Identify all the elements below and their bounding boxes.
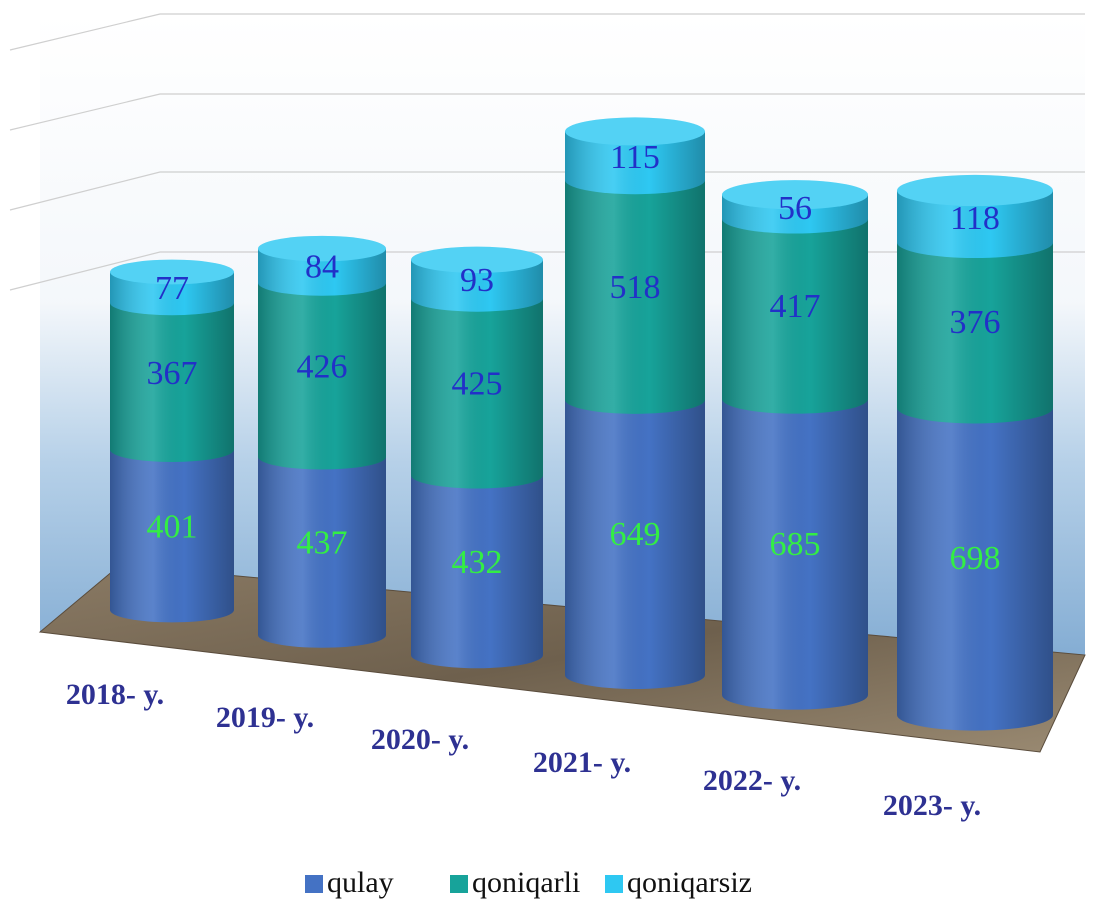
bar-top-highlight [411,246,543,273]
legend-label: qoniqarli [472,866,580,899]
bar-top [722,180,868,210]
data-label: 367 [147,355,198,392]
bar-top [897,174,1053,207]
data-label: 698 [950,540,1001,577]
data-label: 77 [155,270,189,307]
bar-shade [411,475,543,669]
bar-shade [897,242,1053,424]
data-label: 425 [452,366,503,403]
labels: 2018- y. 2019- y. 2020- y. 2021- y. 2022- y.… [66,678,981,822]
bar-shade [110,302,234,463]
legend-swatch [450,875,468,893]
bar-shade [565,131,705,195]
data-label: 84 [305,248,339,285]
x-tick-label: 2020- y. [371,723,469,756]
legend-swatch [605,875,623,893]
data-label: 56 [778,190,812,227]
legend: qulay qoniqarli qoniqarsiz [305,866,752,899]
x-tick-label: 2019- y. [216,701,314,734]
x-tick-label: 2021- y. [533,746,631,779]
data-label: 118 [950,200,1000,237]
bar-shade [565,180,705,414]
bar-shade [110,272,234,316]
bar-shade [565,399,705,689]
x-tick-label: 2023- y. [883,789,981,822]
grid [9,13,1085,291]
x-tick-label: 2022- y. [703,764,801,797]
legend-label: qulay [327,866,394,899]
bars: 401 367 77 437 426 84 432 425 93 649 518 115 685 417 5… [110,117,1053,731]
bar-shade [411,259,543,312]
data-label: 437 [297,525,348,562]
bar-top [565,117,705,146]
data-label: 115 [610,139,660,176]
bar-shade [897,407,1053,731]
bar-shade [897,190,1053,259]
legend-swatch [305,875,323,893]
data-label: 518 [610,269,661,306]
x-tick-label: 2018- y. [66,678,164,711]
bar-shade [110,449,234,623]
legend-label: qoniqarsiz [627,866,752,899]
data-label: 432 [452,544,503,581]
data-label: 417 [770,288,821,325]
bar-top-highlight [258,235,386,262]
bar-shade [411,298,543,489]
bar-shade [722,218,868,414]
bar-shade [258,248,386,296]
bar-shade [722,399,868,710]
bar-top-highlight [565,117,705,146]
bar-top [110,259,234,285]
bar-shade [258,282,386,470]
bar-top [411,246,543,273]
bar-top-highlight [722,180,868,210]
bar-top [258,235,386,262]
data-label: 426 [297,349,348,386]
data-label: 649 [610,516,661,553]
data-label: 376 [950,304,1001,341]
bar-shade [258,456,386,648]
bar-top-highlight [897,174,1053,207]
data-label: 685 [770,526,821,563]
data-label: 93 [460,262,494,299]
bar-top-highlight [110,259,234,285]
data-label: 401 [147,509,198,546]
